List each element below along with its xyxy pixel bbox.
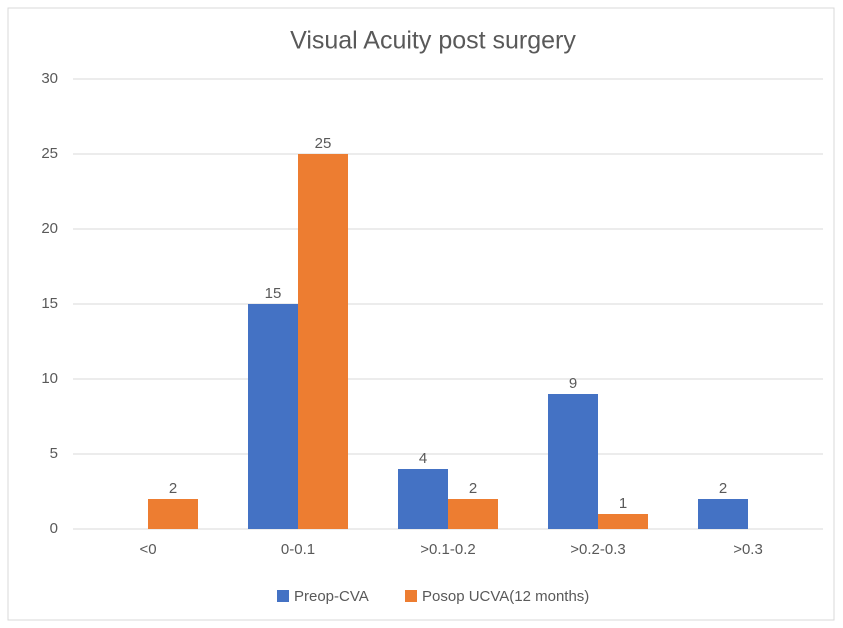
bar: [148, 499, 198, 529]
bar: [298, 154, 348, 529]
y-tick-label: 25: [41, 145, 58, 162]
bar: [398, 469, 448, 529]
bar: [698, 499, 748, 529]
x-tick-label: >0.3: [733, 541, 763, 558]
legend-label: Posop UCVA(12 months): [422, 588, 589, 605]
x-tick-label: 0-0.1: [281, 541, 315, 558]
data-label: 4: [419, 450, 427, 467]
y-tick-label: 10: [41, 370, 58, 387]
bar: [598, 514, 648, 529]
data-label: 1: [619, 495, 627, 512]
data-label: 25: [315, 135, 332, 152]
x-tick-label: >0.1-0.2: [420, 541, 475, 558]
x-tick-label: >0.2-0.3: [570, 541, 625, 558]
y-tick-label: 0: [50, 520, 58, 537]
data-label: 9: [569, 375, 577, 392]
y-tick-label: 5: [50, 445, 58, 462]
chart-title: Visual Acuity post surgery: [290, 27, 576, 55]
y-tick-label: 20: [41, 220, 58, 237]
x-tick-label: <0: [139, 541, 156, 558]
y-tick-label: 15: [41, 295, 58, 312]
data-label: 2: [719, 480, 727, 497]
data-label: 2: [469, 480, 477, 497]
data-label: 2: [169, 480, 177, 497]
bar: [448, 499, 498, 529]
legend-label: Preop-CVA: [294, 588, 369, 605]
bar: [248, 304, 298, 529]
y-tick-label: 30: [41, 70, 58, 87]
legend-swatch: [277, 590, 289, 602]
bar: [548, 394, 598, 529]
legend-swatch: [405, 590, 417, 602]
data-label: 15: [265, 285, 282, 302]
